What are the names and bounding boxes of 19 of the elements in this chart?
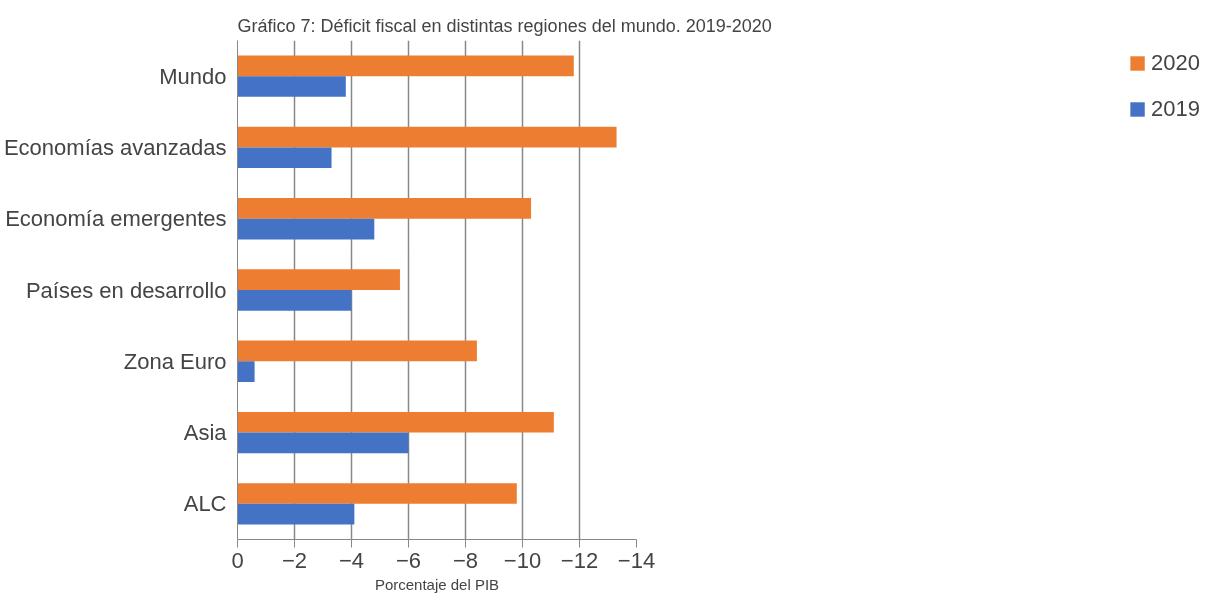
x-tick-label: −6 (395, 547, 422, 573)
y-tick-label: Países en desarrollo (25, 277, 227, 303)
x-tick-label: −12 (560, 547, 599, 573)
chart-title: Gráfico 7: Déficit fiscal en distintas regiones del mundo. 2019-2020 (237, 15, 772, 36)
y-tick-label: Asia (183, 420, 228, 446)
x-tick-label: −8 (452, 547, 479, 573)
x-tick-label: −14 (617, 547, 656, 573)
y-tick-label: Economía emergentes (5, 206, 227, 232)
x-tick-label: −2 (281, 547, 308, 573)
y-tick-label: Zona Euro (123, 348, 227, 374)
y-tick-label: Economías avanzadas (3, 134, 227, 160)
y-tick-label: Mundo (159, 63, 227, 89)
legend-label: 2020 (1151, 50, 1200, 76)
x-tick-label: −10 (503, 547, 542, 573)
x-axis-title: Porcentaje del PIB (374, 575, 500, 593)
y-tick-label: ALC (183, 491, 227, 517)
legend-label: 2019 (1151, 96, 1200, 122)
x-tick-label: 0 (231, 547, 244, 573)
x-tick-label: −4 (338, 547, 365, 573)
